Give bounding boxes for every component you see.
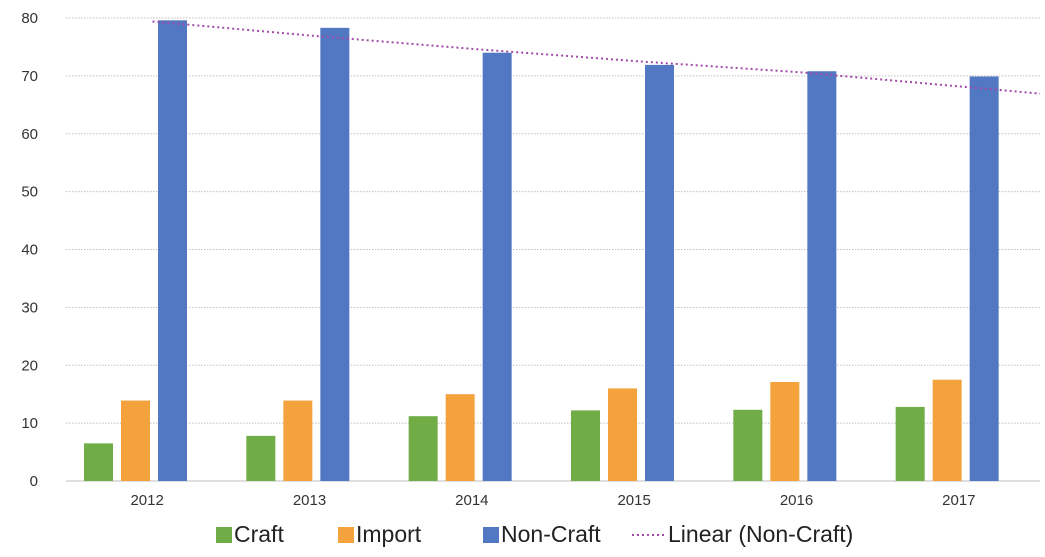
bar-import [770, 382, 800, 481]
legend: Craft Import Non-Craft Linear (Non-Craft) [216, 521, 853, 547]
bar-non-craft [807, 71, 837, 482]
y-tick-label: 80 [21, 10, 38, 27]
bar-import [121, 400, 150, 481]
y-tick-label: 20 [21, 357, 38, 374]
bar-craft [408, 416, 438, 481]
bar-craft [895, 406, 925, 481]
x-tick-label: 2014 [455, 492, 488, 509]
legend-swatch [483, 527, 499, 543]
y-tick-label: 0 [30, 473, 38, 490]
x-axis-ticks: 2012 2013 2014 2015 2016 2017 [130, 492, 975, 509]
y-tick-label: 60 [21, 126, 38, 143]
bar-non-craft [645, 64, 674, 481]
legend-swatch [216, 527, 232, 543]
bar-craft [733, 409, 763, 481]
legend-label: Non-Craft [501, 521, 601, 547]
x-tick-label: 2016 [780, 492, 813, 509]
legend-swatch [338, 527, 354, 543]
bar-non-craft [482, 52, 512, 481]
y-tick-label: 10 [21, 415, 38, 432]
bar-import [283, 400, 313, 481]
bar-non-craft [158, 20, 187, 481]
bar-craft [246, 435, 276, 481]
legend-label: Craft [234, 521, 284, 547]
bar-craft [84, 443, 113, 481]
legend-label: Linear (Non-Craft) [668, 521, 853, 547]
trendline-non-craft [152, 20, 1041, 95]
y-tick-label: 50 [21, 184, 38, 201]
bar-non-craft [320, 27, 350, 482]
bars [84, 20, 999, 482]
bar-import [932, 379, 962, 481]
y-tick-label: 70 [21, 68, 38, 85]
bar-import [445, 394, 475, 481]
gridlines [66, 17, 1040, 424]
bar-import [608, 388, 637, 481]
y-axis-ticks: 0 10 20 30 40 50 60 70 80 [21, 10, 38, 490]
y-tick-label: 30 [21, 299, 38, 316]
x-tick-label: 2015 [617, 492, 650, 509]
y-tick-label: 40 [21, 242, 38, 259]
bar-craft [571, 410, 600, 481]
legend-label: Import [356, 521, 422, 547]
x-tick-label: 2017 [942, 492, 975, 509]
x-tick-label: 2013 [293, 492, 326, 509]
x-tick-label: 2012 [130, 492, 163, 509]
bar-non-craft [969, 76, 999, 482]
